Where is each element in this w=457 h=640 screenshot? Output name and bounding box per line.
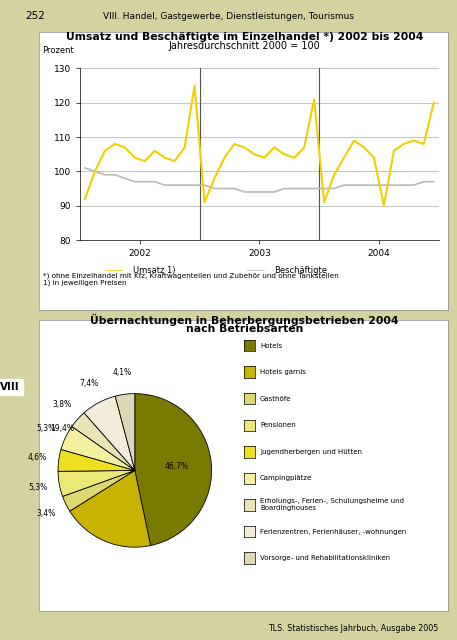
Text: 252: 252 <box>25 12 45 21</box>
Text: *) ohne Einzelhandel mit Kfz, Kraftwagenteilen und Zubehör und ohne Tankstellen: *) ohne Einzelhandel mit Kfz, Kraftwagen… <box>43 273 339 279</box>
Wedge shape <box>61 426 135 470</box>
Text: 1) in jeweiligen Preisen: 1) in jeweiligen Preisen <box>43 280 127 286</box>
Wedge shape <box>58 470 135 497</box>
Text: Prozent: Prozent <box>43 45 74 55</box>
Wedge shape <box>84 396 135 470</box>
Text: Umsatz 1): Umsatz 1) <box>133 266 175 275</box>
Text: TLS. Statistisches Jahrbuch, Ausgabe 2005: TLS. Statistisches Jahrbuch, Ausgabe 200… <box>268 624 439 633</box>
Text: 19,4%: 19,4% <box>50 424 74 433</box>
Text: Vorsorge- und Rehabilitationskliniken: Vorsorge- und Rehabilitationskliniken <box>260 555 390 561</box>
Text: 4,1%: 4,1% <box>112 369 132 378</box>
Text: Erholungs-, Ferien-, Schulungsheime und
Boardinghouses: Erholungs-, Ferien-, Schulungsheime und … <box>260 499 404 511</box>
Text: ———: ——— <box>247 265 265 275</box>
Text: Hotels: Hotels <box>260 342 282 349</box>
Text: Campingplätze: Campingplätze <box>260 476 312 481</box>
Wedge shape <box>115 394 135 470</box>
Text: Jahresdurchschnitt 2000 = 100: Jahresdurchschnitt 2000 = 100 <box>169 40 320 51</box>
Text: 3,8%: 3,8% <box>52 401 71 410</box>
Wedge shape <box>72 413 135 470</box>
Text: 7,4%: 7,4% <box>79 379 98 388</box>
Text: VIII: VIII <box>0 382 20 392</box>
Text: Übernachtungen in Beherbergungsbetrieben 2004: Übernachtungen in Beherbergungsbetrieben… <box>90 314 399 326</box>
Text: Umsatz und Beschäftigte im Einzelhandel *) 2002 bis 2004: Umsatz und Beschäftigte im Einzelhandel … <box>66 32 423 42</box>
Text: Ferienzentren, Ferienhäuser, -wohnungen: Ferienzentren, Ferienhäuser, -wohnungen <box>260 529 406 534</box>
Text: 4,6%: 4,6% <box>28 453 47 462</box>
Wedge shape <box>63 470 135 511</box>
Text: ———: ——— <box>106 265 123 275</box>
Text: Pensionen: Pensionen <box>260 422 296 428</box>
Wedge shape <box>58 449 135 472</box>
Text: 5,3%: 5,3% <box>28 483 48 492</box>
Text: 3,4%: 3,4% <box>37 509 56 518</box>
Text: Jugendherbergen und Hütten: Jugendherbergen und Hütten <box>260 449 362 455</box>
Wedge shape <box>70 470 151 547</box>
Text: Gasthöfe: Gasthöfe <box>260 396 292 402</box>
Wedge shape <box>135 394 212 545</box>
Text: Beschäftigte: Beschäftigte <box>274 266 327 275</box>
Text: 46,7%: 46,7% <box>165 462 189 471</box>
Text: nach Betriebsarten: nach Betriebsarten <box>186 324 303 334</box>
Text: VIII. Handel, Gastgewerbe, Dienstleistungen, Tourismus: VIII. Handel, Gastgewerbe, Dienstleistun… <box>103 12 354 21</box>
Text: Hotels garnis: Hotels garnis <box>260 369 306 375</box>
Text: 5,3%: 5,3% <box>37 424 56 433</box>
